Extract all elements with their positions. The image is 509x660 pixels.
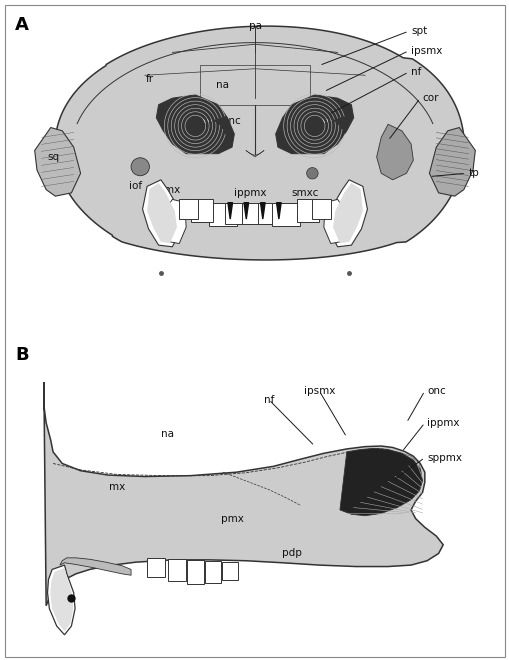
Text: fr: fr (145, 73, 153, 84)
Polygon shape (429, 127, 474, 196)
Polygon shape (147, 183, 177, 243)
Polygon shape (275, 95, 353, 154)
Text: na: na (216, 80, 229, 90)
Polygon shape (164, 199, 186, 244)
Polygon shape (35, 127, 80, 196)
Polygon shape (276, 203, 280, 219)
Text: mx: mx (109, 482, 125, 492)
Polygon shape (147, 558, 165, 577)
Text: onc: onc (222, 116, 241, 126)
Text: ippmx: ippmx (234, 188, 266, 198)
Polygon shape (204, 561, 220, 583)
Polygon shape (328, 180, 367, 247)
Polygon shape (228, 203, 232, 219)
Polygon shape (44, 382, 442, 606)
Text: nf: nf (263, 395, 273, 405)
Polygon shape (258, 203, 283, 224)
Text: pmx: pmx (220, 513, 243, 523)
Polygon shape (224, 203, 250, 224)
Polygon shape (156, 95, 234, 154)
Polygon shape (260, 203, 265, 219)
Polygon shape (47, 565, 75, 635)
Text: ippmx: ippmx (427, 418, 459, 428)
Ellipse shape (131, 158, 149, 176)
Text: pa: pa (248, 21, 261, 31)
Polygon shape (332, 183, 362, 243)
Text: nf: nf (410, 67, 420, 77)
Polygon shape (60, 558, 131, 576)
Text: ipsmx: ipsmx (303, 386, 334, 396)
Polygon shape (296, 199, 318, 222)
Polygon shape (312, 199, 330, 219)
Text: ipsmx: ipsmx (410, 46, 442, 56)
Polygon shape (55, 26, 463, 260)
Polygon shape (346, 449, 420, 499)
Text: A: A (15, 16, 29, 34)
Polygon shape (209, 203, 236, 226)
Polygon shape (243, 203, 248, 219)
Text: sppmx: sppmx (427, 453, 461, 463)
Text: B: B (15, 346, 29, 364)
Text: na: na (161, 430, 174, 440)
Polygon shape (179, 199, 197, 219)
Text: onc: onc (427, 386, 445, 396)
Polygon shape (191, 199, 213, 222)
Polygon shape (340, 448, 422, 515)
Text: tp: tp (468, 168, 478, 178)
Text: spt: spt (410, 26, 427, 36)
Polygon shape (242, 203, 267, 224)
Text: pdp: pdp (281, 548, 301, 558)
Polygon shape (272, 203, 299, 226)
Ellipse shape (306, 168, 318, 179)
Text: iof: iof (129, 182, 142, 191)
Text: smxc: smxc (291, 188, 319, 198)
Text: sq: sq (47, 152, 59, 162)
Polygon shape (245, 150, 264, 157)
Polygon shape (186, 560, 204, 584)
Polygon shape (143, 180, 181, 247)
Polygon shape (323, 199, 345, 244)
Polygon shape (168, 559, 185, 581)
Text: mx: mx (164, 185, 180, 195)
Text: cor: cor (422, 93, 438, 103)
Polygon shape (376, 124, 413, 180)
Polygon shape (50, 568, 73, 632)
Polygon shape (221, 562, 237, 579)
